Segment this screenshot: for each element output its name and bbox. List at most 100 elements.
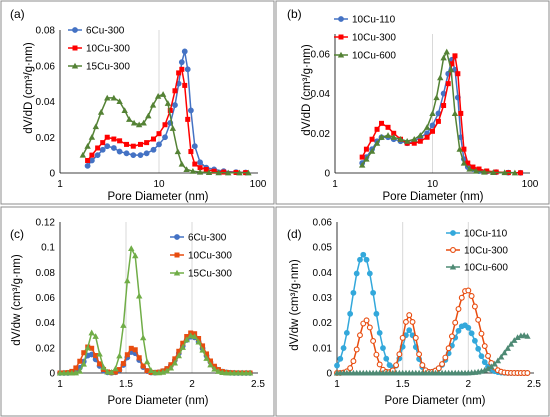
data-point — [376, 329, 383, 336]
data-point — [104, 143, 111, 150]
data-point — [468, 330, 475, 337]
data-point — [150, 146, 157, 153]
data-point — [524, 370, 531, 376]
panel-b-label: (b) — [287, 7, 302, 21]
data-point — [72, 369, 80, 376]
data-point — [360, 251, 367, 258]
legend-label: 10Cu-110 — [464, 229, 508, 240]
panel-a-x-axis-label: Pore Diameter (nm) — [108, 191, 209, 203]
data-point — [437, 74, 444, 81]
data-point — [178, 59, 185, 66]
data-point — [430, 128, 435, 134]
y-tick-label: 0.02 — [311, 129, 331, 140]
data-point — [449, 61, 455, 67]
data-point — [461, 146, 467, 152]
y-tick-label: 0.04 — [36, 318, 56, 329]
y-tick-label: 0.08 — [36, 26, 56, 37]
data-point — [350, 289, 357, 296]
data-point — [396, 351, 403, 358]
data-point — [167, 364, 175, 371]
data-point — [337, 355, 344, 362]
data-point — [200, 343, 206, 349]
data-point — [419, 362, 426, 369]
legend-label: 10Cu-600 — [352, 51, 396, 62]
legend-marker — [450, 230, 456, 236]
data-point — [397, 136, 404, 142]
panel-b: (b) dV/dD (cm³/g·nm) Pore Diameter (nm) … — [287, 7, 539, 203]
data-point — [116, 352, 123, 359]
data-point — [518, 170, 524, 176]
data-point — [347, 310, 354, 317]
data-point — [455, 327, 462, 334]
y-tick-label: 0.06 — [36, 293, 56, 304]
data-point — [196, 335, 202, 341]
data-point — [128, 245, 135, 251]
data-point — [100, 364, 107, 370]
data-point — [452, 319, 459, 326]
data-point — [447, 66, 455, 73]
data-point — [85, 157, 91, 163]
data-point — [136, 292, 143, 299]
data-point — [104, 94, 111, 101]
data-point — [112, 369, 118, 375]
data-point — [370, 337, 377, 344]
data-point — [350, 358, 357, 365]
data-point — [143, 150, 150, 157]
data-point — [183, 336, 190, 343]
legend-entry: 10Cu-600 — [334, 51, 396, 62]
data-point — [174, 148, 182, 155]
x-tick-label: 2 — [466, 379, 472, 390]
data-point — [466, 165, 473, 172]
data-point — [117, 138, 123, 144]
data-point — [448, 333, 455, 340]
data-point — [245, 169, 252, 176]
data-point — [175, 352, 182, 359]
data-point — [368, 147, 376, 154]
data-point — [236, 169, 243, 176]
data-point — [92, 333, 99, 339]
legend-label: 10Cu-300 — [464, 246, 508, 257]
data-point — [205, 169, 213, 176]
data-point — [199, 346, 206, 353]
data-point — [511, 169, 519, 176]
data-point — [149, 101, 157, 108]
data-point — [124, 277, 131, 284]
data-point — [406, 312, 413, 319]
data-point — [151, 136, 157, 142]
panel-c: (c) dV/dw (cm³/g·nm) Pore Diameter (nm) … — [10, 218, 265, 408]
data-point — [140, 119, 147, 126]
data-point — [524, 333, 531, 339]
legend-entry: 6Cu-300 — [170, 233, 227, 244]
legend-marker — [71, 62, 79, 69]
data-point — [378, 134, 385, 140]
panel-a-y-axis-label: dV/dD (cm³/g·nm) — [23, 42, 35, 134]
series-line — [87, 67, 246, 174]
data-point — [391, 130, 397, 136]
data-point — [79, 151, 87, 158]
data-point — [163, 367, 171, 374]
panel-c-label: (c) — [10, 227, 24, 241]
data-point — [182, 82, 188, 88]
data-point — [384, 132, 392, 138]
panel-b-y-axis-label: dV/dD (cm³/g·nm) — [301, 44, 313, 136]
data-point — [171, 359, 179, 366]
data-point — [504, 345, 511, 351]
legend-marker — [72, 45, 78, 51]
data-point — [376, 361, 383, 368]
data-point — [139, 334, 147, 341]
data-point — [197, 165, 203, 171]
y-tick-label: 0.03 — [313, 293, 333, 304]
data-point — [334, 362, 340, 369]
series-10Cu-600 — [333, 332, 531, 376]
x-tick-label: 100 — [522, 179, 539, 190]
panel-d: (d) dV/dw (cm³/g·nm) Pore Diameter (nm) … — [287, 218, 541, 408]
legend-marker — [337, 51, 345, 58]
data-point — [191, 143, 198, 150]
data-point — [108, 368, 115, 375]
data-point — [358, 161, 366, 168]
data-point — [442, 354, 449, 361]
data-point — [176, 348, 182, 354]
legend-label: 15Cu-300 — [86, 62, 130, 73]
data-point — [406, 327, 413, 334]
data-point — [353, 346, 360, 353]
